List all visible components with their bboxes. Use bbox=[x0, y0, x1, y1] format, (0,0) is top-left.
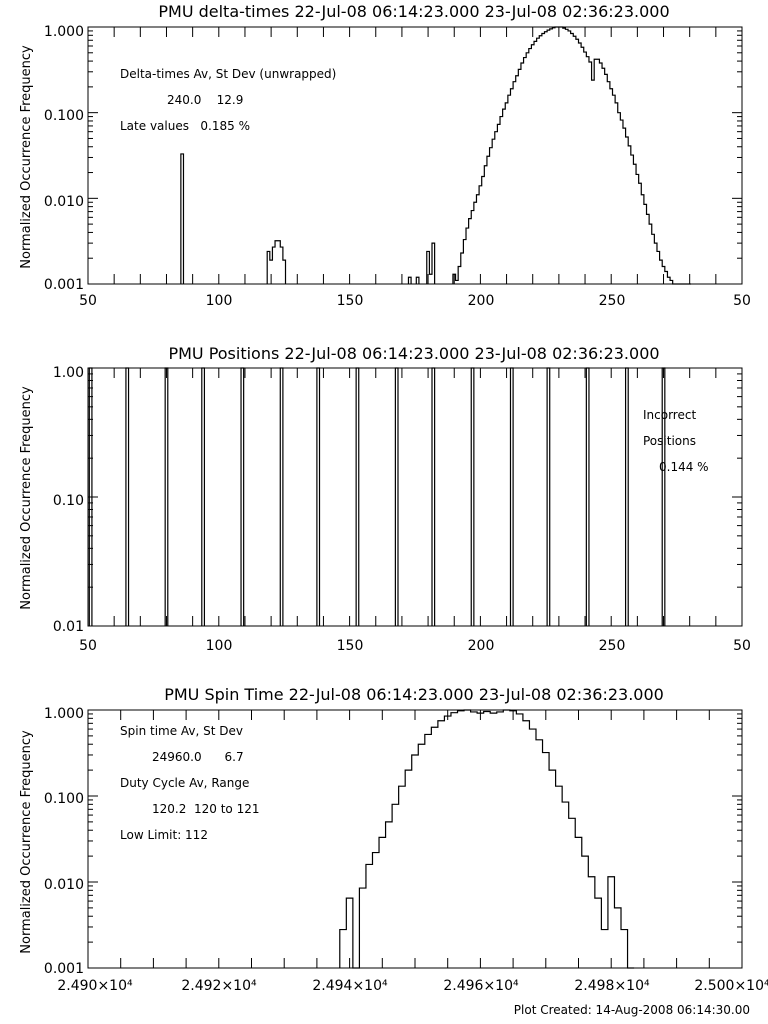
panel3-xtick-label: 2.492×10⁴ bbox=[181, 978, 257, 994]
panel2-ytick-label: 1.00 bbox=[53, 365, 84, 381]
panel1-xtick-label: 100 bbox=[206, 293, 233, 309]
panel2-title: PMU Positions 22-Jul-08 06:14:23.000 23-… bbox=[168, 344, 659, 363]
panel3-xtick-label: 2.490×10⁴ bbox=[57, 978, 133, 994]
panel2-xtick-labels: 50 100 150 200 250 50 bbox=[79, 638, 751, 654]
position-spike bbox=[509, 367, 514, 626]
position-spike bbox=[546, 367, 551, 626]
panel-positions: PMU Positions 22-Jul-08 06:14:23.000 23-… bbox=[19, 344, 751, 654]
position-spike bbox=[316, 367, 321, 626]
panel2-xtick-label: 50 bbox=[733, 638, 751, 654]
panel2-spikes bbox=[88, 367, 666, 626]
panel1-annotation: 240.0 12.9 bbox=[167, 93, 243, 107]
position-spike bbox=[355, 367, 360, 626]
position-spike bbox=[240, 367, 245, 626]
panel2-annotation: Positions bbox=[643, 434, 696, 448]
panel3-ytick-label: 0.010 bbox=[44, 877, 84, 893]
panel1-xtick-label: 250 bbox=[599, 293, 626, 309]
panel3-annotation: 120.2 120 to 121 bbox=[152, 802, 259, 816]
panel1-annotation: Late values 0.185 % bbox=[120, 119, 250, 133]
panel1-xtick-labels: 50 100 150 200 250 50 bbox=[79, 293, 751, 309]
panel3-xtick-label: 2.496×10⁴ bbox=[443, 978, 519, 994]
panel2-annotation: Incorrect bbox=[643, 408, 696, 422]
panel1-ytick-label: 0.010 bbox=[44, 194, 84, 210]
panel1-xtick-label: 150 bbox=[337, 293, 364, 309]
position-spike bbox=[585, 367, 590, 626]
panel1-ytick-label: 1.000 bbox=[44, 24, 84, 40]
panel1-plot-frame bbox=[87, 26, 743, 285]
panel2-annotations: Incorrect Positions 0.144 % bbox=[643, 408, 709, 474]
position-spike bbox=[624, 367, 629, 626]
panel1-xtick-label: 50 bbox=[79, 293, 97, 309]
panel2-xtick-label: 50 bbox=[79, 638, 97, 654]
panel1-histogram-line bbox=[180, 26, 691, 285]
panel3-annotation: Spin time Av, St Dev bbox=[120, 724, 243, 738]
panel2-xtick-label: 250 bbox=[599, 638, 626, 654]
panel1-ytick-label: 0.100 bbox=[44, 108, 84, 124]
panel3-xtick-labels: 2.490×10⁴ 2.492×10⁴ 2.494×10⁴ 2.496×10⁴ … bbox=[57, 978, 768, 994]
panel3-xtick-label: 2.498×10⁴ bbox=[574, 978, 650, 994]
panel1-ytick-labels: 0.001 0.010 0.100 1.000 bbox=[44, 24, 84, 293]
position-spike bbox=[431, 367, 436, 626]
panel3-ytick-label: 0.100 bbox=[44, 791, 84, 807]
position-spike bbox=[125, 367, 130, 626]
panel2-plot-frame bbox=[87, 367, 743, 627]
panel3-ytick-label: 1.000 bbox=[44, 706, 84, 722]
panel1-annotation: Delta-times Av, St Dev (unwrapped) bbox=[120, 67, 336, 81]
position-spike bbox=[201, 367, 206, 626]
panel3-xtick-label: 2.500×10⁴ bbox=[694, 978, 768, 994]
panel3-annotations: Spin time Av, St Dev 24960.0 6.7 Duty Cy… bbox=[120, 724, 259, 842]
position-spike bbox=[279, 367, 284, 626]
position-spike bbox=[164, 367, 169, 626]
panel-spin-time: PMU Spin Time 22-Jul-08 06:14:23.000 23-… bbox=[19, 685, 768, 994]
position-spike bbox=[661, 367, 666, 626]
panel3-ticks bbox=[87, 709, 743, 969]
panel1-annotations: Delta-times Av, St Dev (unwrapped) 240.0… bbox=[120, 67, 336, 133]
panel2-xtick-label: 150 bbox=[337, 638, 364, 654]
panel1-ytick-label: 0.001 bbox=[44, 277, 84, 293]
panel3-annotation: Low Limit: 112 bbox=[120, 828, 208, 842]
panel3-annotation: 24960.0 6.7 bbox=[152, 750, 244, 764]
panel3-ylabel: Normalized Occurrence Frequency bbox=[19, 730, 34, 954]
panel1-xtick-label: 50 bbox=[733, 293, 751, 309]
panel2-annotation: 0.144 % bbox=[659, 460, 709, 474]
panel2-xtick-label: 200 bbox=[468, 638, 495, 654]
panel2-ytick-label: 0.10 bbox=[53, 493, 84, 509]
panel-delta-times: PMU delta-times 22-Jul-08 06:14:23.000 2… bbox=[19, 2, 751, 309]
panel2-ytick-labels: 0.01 0.10 1.00 bbox=[53, 365, 84, 635]
panel2-ylabel: Normalized Occurrence Frequency bbox=[19, 386, 34, 610]
panel3-xtick-label: 2.494×10⁴ bbox=[312, 978, 388, 994]
panel3-ytick-labels: 0.001 0.010 0.100 1.000 bbox=[44, 706, 84, 977]
plot-created-footer: Plot Created: 14-Aug-2008 06:14:30.00 bbox=[514, 1003, 750, 1017]
position-spike bbox=[394, 367, 399, 626]
panel3-histogram-line bbox=[339, 709, 635, 969]
panel2-ytick-label: 0.01 bbox=[53, 619, 84, 635]
panel1-title: PMU delta-times 22-Jul-08 06:14:23.000 2… bbox=[158, 2, 669, 21]
panel1-ylabel: Normalized Occurrence Frequency bbox=[19, 45, 34, 269]
position-spike bbox=[470, 367, 475, 626]
panel3-title: PMU Spin Time 22-Jul-08 06:14:23.000 23-… bbox=[164, 685, 664, 704]
panel1-xtick-label: 200 bbox=[468, 293, 495, 309]
panel3-ytick-label: 0.001 bbox=[44, 961, 84, 977]
panel1-ticks bbox=[87, 26, 743, 285]
panel3-annotation: Duty Cycle Av, Range bbox=[120, 776, 249, 790]
panel2-ticks bbox=[87, 367, 743, 627]
panel2-xtick-label: 100 bbox=[206, 638, 233, 654]
